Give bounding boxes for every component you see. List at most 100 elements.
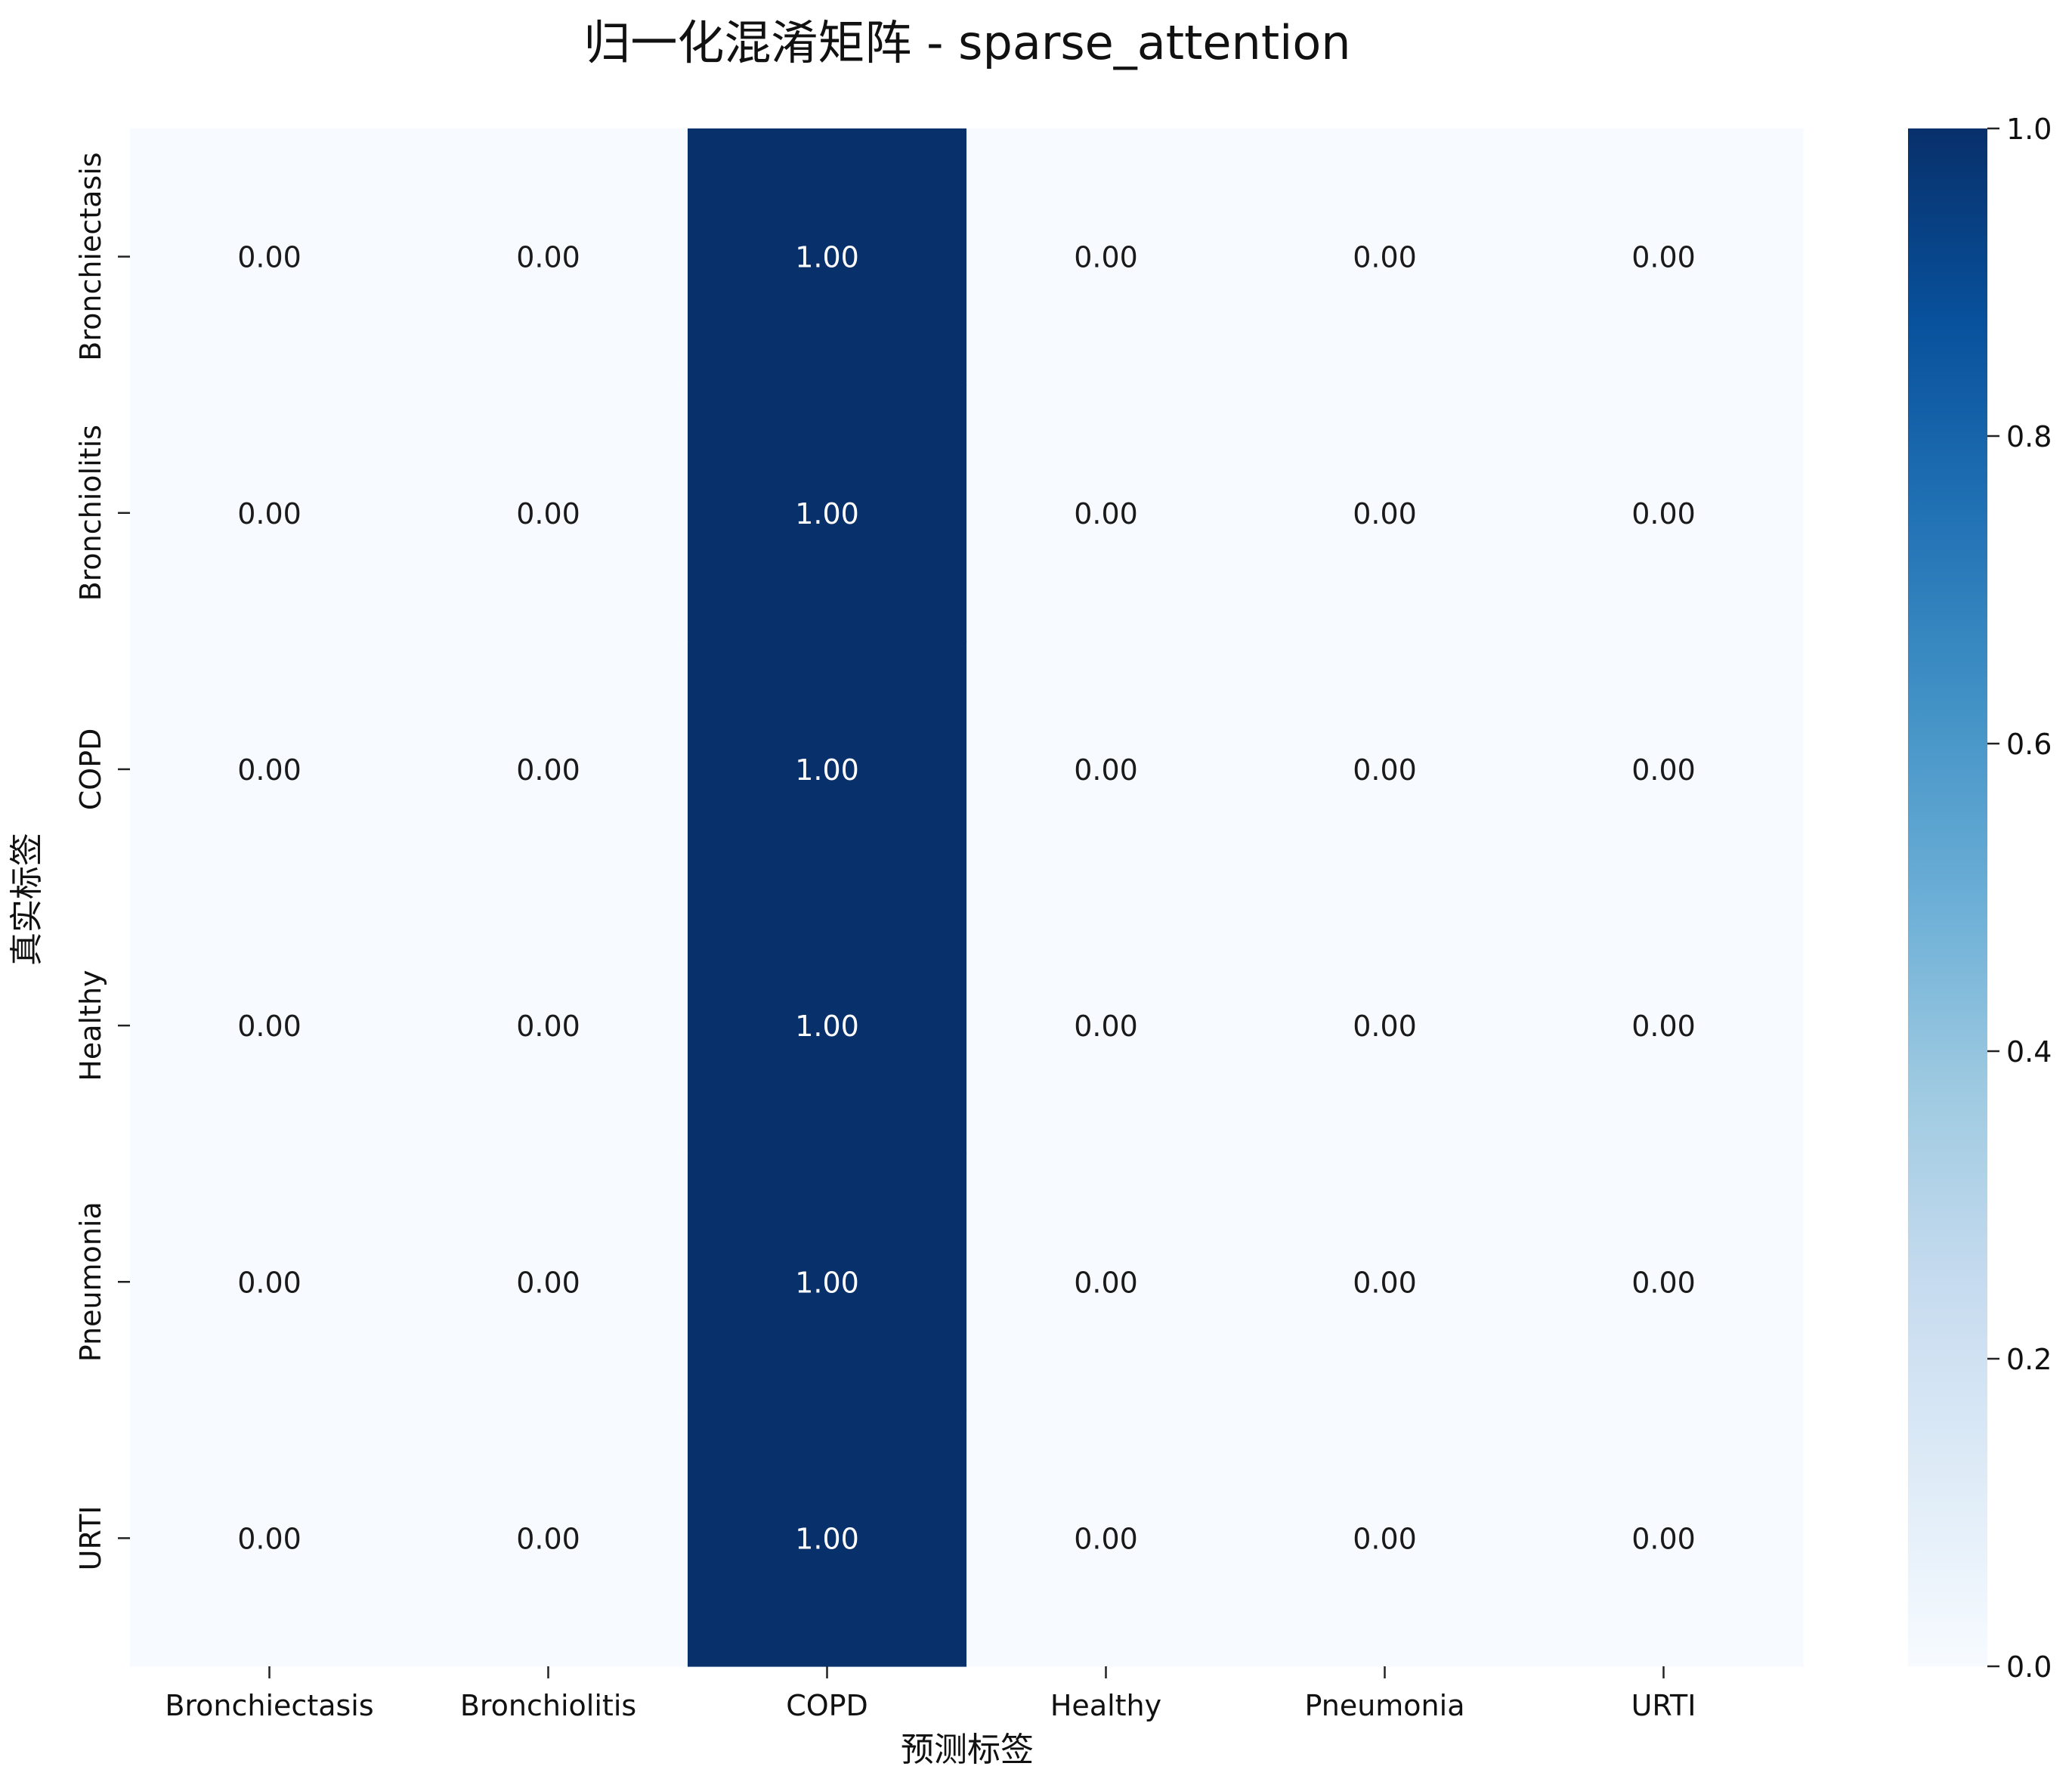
cell-value-label: 0.00 (1353, 1522, 1417, 1555)
cell-value-label: 0.00 (237, 497, 302, 530)
heatmap-cell (688, 385, 967, 642)
x-axis-label: 预测标签 (901, 1731, 1034, 1769)
colorbar-ticks: 0.0 0.2 0.4 0.6 0.8 1.0 (1987, 113, 2052, 1684)
colorbar-gradient (1908, 128, 1987, 1666)
x-tick-label: COPD (786, 1689, 868, 1722)
cell-value-label: 0.00 (1074, 497, 1138, 530)
x-axis: Bronchiectasis Bronchiolitis COPD Healthy Pn… (165, 1666, 1696, 1722)
heatmap-cell (130, 1409, 410, 1667)
heatmap-cell (688, 1153, 967, 1411)
cell-value-label: 0.00 (1631, 1522, 1696, 1555)
heatmap-cell (688, 1409, 967, 1667)
heatmap-cell (409, 128, 688, 385)
cell-value-label: 0.00 (516, 1522, 580, 1555)
cell-value-labels: 0.00 0.00 1.00 0.00 0.00 0.00 0.00 0.00 1.00 0.00… (237, 241, 1696, 1556)
cell-value-label: 0.00 (516, 241, 580, 274)
cell-value-label: 0.00 (237, 753, 302, 787)
heatmap-cell (966, 641, 1246, 899)
heatmap-cell (966, 1153, 1246, 1411)
cell-value-label: 0.00 (1074, 753, 1138, 787)
cell-value-label: 0.00 (1353, 753, 1417, 787)
cell-value-label: 0.00 (237, 1522, 302, 1555)
heatmap-cell (966, 385, 1246, 642)
heatmap-cell (409, 385, 688, 642)
heatmap-cell (409, 1153, 688, 1411)
x-tick-label: Pneumonia (1305, 1689, 1465, 1722)
cell-value-label: 0.00 (237, 1266, 302, 1299)
heatmap-cell (1524, 641, 1804, 899)
heatmap-cell (688, 641, 967, 899)
heatmap-cell (409, 897, 688, 1155)
chart-title: 归一化混淆矩阵 - sparse_attention (583, 15, 1350, 70)
heatmap-cell (1245, 128, 1525, 385)
cell-value-label: 0.00 (1631, 497, 1696, 530)
cell-value-label: 0.00 (1074, 1266, 1138, 1299)
heatmap-cell (130, 385, 410, 642)
cell-value-label: 0.00 (1353, 1266, 1417, 1299)
heatmap-cell (130, 1153, 410, 1411)
y-tick-label: Healthy (74, 970, 107, 1081)
cell-value-label: 0.00 (1074, 1522, 1138, 1555)
heatmap-cell (1245, 1153, 1525, 1411)
heatmap-cell (1245, 1409, 1525, 1667)
y-tick-label: URTI (74, 1505, 107, 1570)
heatmap-cell (409, 1409, 688, 1667)
heatmap-cell (688, 128, 967, 385)
cell-value-label: 0.00 (1353, 1010, 1417, 1043)
cell-value-label: 0.00 (1631, 1266, 1696, 1299)
cell-value-label: 1.00 (795, 497, 859, 530)
cell-value-label: 1.00 (795, 1266, 859, 1299)
heatmap-cell (688, 897, 967, 1155)
cell-value-label: 1.00 (795, 241, 859, 274)
x-tick-label: URTI (1631, 1689, 1696, 1722)
heatmap-cell (409, 641, 688, 899)
cell-value-label: 0.00 (237, 1010, 302, 1043)
cell-value-label: 0.00 (516, 753, 580, 787)
y-axis: Bronchiectasis Bronchiolitis COPD Healthy Pn… (74, 152, 130, 1570)
cell-value-label: 0.00 (1353, 497, 1417, 530)
heatmap-cell (1524, 385, 1804, 642)
cell-value-label: 0.00 (1074, 241, 1138, 274)
heatmap-cell (130, 641, 410, 899)
heatmap-cells (130, 128, 1804, 1667)
cell-value-label: 0.00 (1074, 1010, 1138, 1043)
heatmap-cell (1245, 385, 1525, 642)
y-tick-label: COPD (74, 728, 107, 811)
x-tick-label: Healthy (1050, 1689, 1161, 1722)
y-tick-label: Pneumonia (74, 1202, 107, 1362)
cell-value-label: 0.00 (1631, 241, 1696, 274)
cell-value-label: 0.00 (1631, 753, 1696, 787)
heatmap-cell (1524, 897, 1804, 1155)
heatmap-cell (966, 897, 1246, 1155)
colorbar-tick-label: 0.4 (2006, 1035, 2052, 1069)
cell-value-label: 0.00 (237, 241, 302, 274)
cell-value-label: 0.00 (516, 497, 580, 530)
x-tick-label: Bronchiolitis (460, 1689, 636, 1722)
y-tick-label: Bronchiolitis (74, 425, 107, 601)
heatmap-cell (1245, 641, 1525, 899)
x-tick-label: Bronchiectasis (165, 1689, 373, 1722)
cell-value-label: 1.00 (795, 1522, 859, 1555)
cell-value-label: 0.00 (1631, 1010, 1696, 1043)
heatmap-cell (966, 1409, 1246, 1667)
colorbar-tick-label: 0.8 (2006, 420, 2052, 453)
cell-value-label: 1.00 (795, 1010, 859, 1043)
cell-value-label: 0.00 (516, 1266, 580, 1299)
heatmap-cell (1524, 1153, 1804, 1411)
heatmap-cell (130, 128, 410, 385)
heatmap-cell (130, 897, 410, 1155)
colorbar-tick-label: 1.0 (2006, 113, 2052, 146)
heatmap-cell (966, 128, 1246, 385)
cell-value-label: 0.00 (516, 1010, 580, 1043)
heatmap-cell (1524, 1409, 1804, 1667)
cell-value-label: 0.00 (1353, 241, 1417, 274)
colorbar-tick-label: 0.2 (2006, 1343, 2052, 1376)
colorbar: 0.0 0.2 0.4 0.6 0.8 1.0 (1908, 113, 2052, 1684)
heatmap-cell (1245, 897, 1525, 1155)
heatmap-cell (1524, 128, 1804, 385)
y-tick-label: Bronchiectasis (74, 152, 107, 360)
y-axis-label: 真实标签 (8, 833, 46, 966)
colorbar-tick-label: 0.6 (2006, 728, 2052, 761)
cell-value-label: 1.00 (795, 753, 859, 787)
